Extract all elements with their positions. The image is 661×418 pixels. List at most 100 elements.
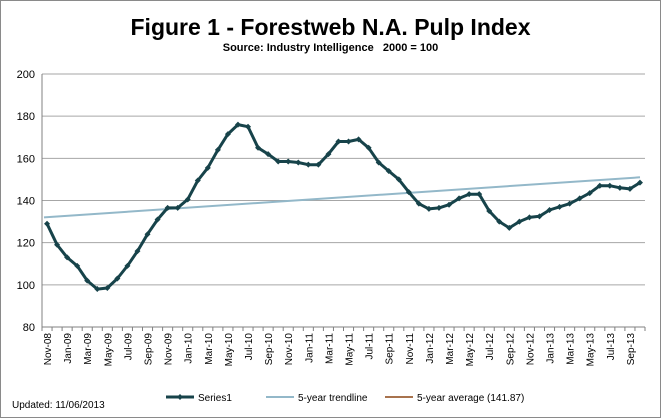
x-tick-label: May-12 (465, 333, 476, 367)
series1-point (94, 286, 101, 293)
series1-point (295, 159, 302, 166)
series1-point (265, 151, 272, 158)
x-tick-label: Nov-09 (164, 333, 175, 366)
x-tick-label: Jul-10 (244, 333, 255, 361)
x-tick-label: May-09 (103, 333, 114, 367)
series1-point (44, 220, 51, 227)
x-axis: Nov-08 Jan-09 Mar-09 May-09 Jul-09 Sep-09 Nov-… (41, 327, 646, 367)
y-axis: 80 100 120 140 160 180 200 (17, 69, 35, 334)
y-tick-label: 140 (17, 196, 35, 208)
x-tick-label: Mar-13 (566, 333, 577, 365)
series1-point (606, 182, 613, 189)
series1-point (566, 200, 573, 207)
series1-point (184, 196, 191, 203)
series1-point (446, 201, 453, 208)
series1-point (355, 136, 362, 143)
x-tick-label: Jan-12 (425, 333, 436, 364)
series1-point (335, 138, 342, 145)
series1-point (415, 200, 422, 207)
x-tick-label: Sep-12 (505, 333, 516, 366)
x-tick-label: Jan-13 (546, 333, 557, 364)
series1-point (325, 151, 332, 158)
updated-date: Updated: 11/06/2013 (12, 400, 105, 411)
chart-subtitle: Source: Industry Intelligence 2000 = 100 (222, 42, 439, 54)
series1-point (114, 275, 121, 282)
legend-label: Series1 (198, 393, 232, 404)
x-tick-label: Mar-12 (445, 333, 456, 365)
x-tick-label: Sep-11 (385, 333, 396, 365)
x-tick-label: Mar-10 (204, 333, 215, 365)
series1-point (84, 277, 91, 284)
series1-point (275, 158, 282, 165)
legend-marker (177, 394, 183, 400)
x-tick-label: Sep-09 (144, 333, 155, 366)
x-tick-label: May-10 (224, 333, 235, 367)
series1-point (596, 182, 603, 189)
series1-point (214, 146, 221, 153)
y-tick-label: 120 (17, 238, 35, 250)
y-tick-label: 200 (17, 69, 35, 81)
series1-point (375, 159, 382, 166)
series-5-year-trendline (43, 176, 641, 219)
series1-point (636, 179, 643, 186)
legend-label: 5-year average (141.87) (417, 393, 524, 404)
series1-point (405, 189, 412, 196)
series1-point (224, 131, 231, 138)
y-tick-label: 180 (17, 111, 35, 123)
series1-point (74, 262, 81, 269)
x-tick-label: Jan-09 (63, 333, 74, 364)
trendline (43, 176, 641, 219)
series1-point (586, 190, 593, 197)
series1-point (285, 158, 292, 165)
series1-point (425, 205, 432, 212)
series1-point (556, 203, 563, 210)
series1-point (546, 206, 553, 213)
x-tick-label: Jul-13 (606, 333, 617, 361)
series1-point (64, 254, 71, 261)
x-tick-label: Jan-10 (184, 333, 195, 364)
series1-point (245, 123, 252, 130)
series1-point (626, 185, 633, 192)
series1-point (506, 224, 513, 231)
series1-point (466, 191, 473, 198)
x-tick-label: May-11 (345, 333, 356, 366)
series1-point (476, 191, 483, 198)
series1-point (395, 176, 402, 183)
y-tick-label: 100 (17, 280, 35, 292)
series1-point (134, 248, 141, 255)
y-tick-label: 160 (17, 153, 35, 165)
series-series1 (44, 121, 643, 293)
x-tick-label: Sep-13 (626, 333, 637, 366)
series1-point (315, 161, 322, 168)
x-tick-label: May-13 (586, 333, 597, 367)
x-tick-label: Mar-11 (324, 333, 335, 364)
x-tick-label: Jul-09 (123, 333, 134, 361)
series1-point (365, 144, 372, 151)
series1-point (204, 164, 211, 171)
series1-point (124, 262, 131, 269)
series1-point (255, 144, 262, 151)
x-tick-label: Jan-11 (304, 333, 315, 363)
x-tick-label: Mar-09 (83, 333, 94, 365)
series1-point (435, 204, 442, 211)
x-tick-label: Jul-12 (485, 333, 496, 361)
gridlines (42, 73, 645, 328)
series1-point (54, 241, 61, 248)
series1-line (45, 123, 641, 291)
series1-point (164, 204, 171, 211)
series1-point (486, 208, 493, 215)
series1-point (174, 204, 181, 211)
series1-point (576, 195, 583, 202)
y-tick-label: 80 (23, 322, 35, 334)
series1-point (104, 284, 111, 291)
x-tick-label: Nov-12 (525, 333, 536, 366)
legend: Series1 5-year trendline 5-year average (1… (166, 393, 524, 404)
series1-point (305, 161, 312, 168)
series1-point (496, 218, 503, 225)
series1-point (526, 214, 533, 221)
series1-point (616, 184, 623, 191)
series1-point (345, 138, 352, 145)
chart-title: Figure 1 - Forestweb N.A. Pulp Index (130, 14, 531, 40)
x-tick-label: Nov-10 (284, 333, 295, 366)
